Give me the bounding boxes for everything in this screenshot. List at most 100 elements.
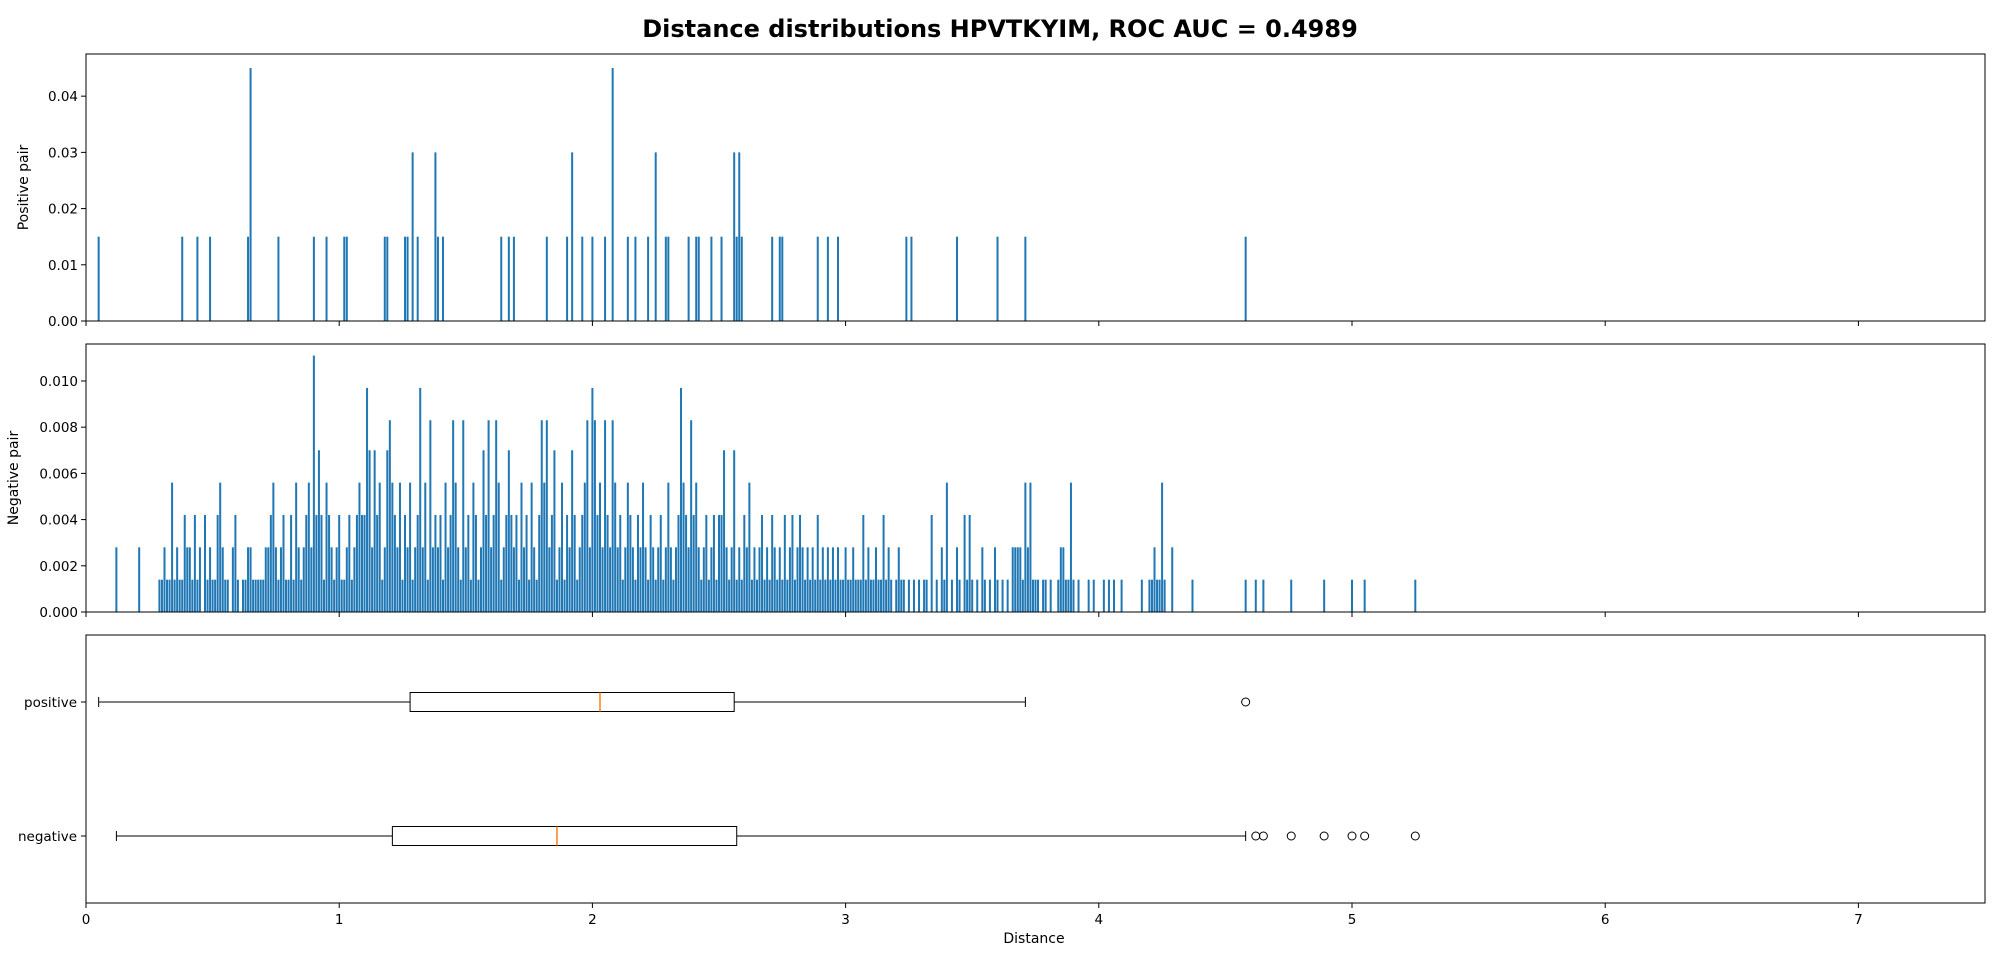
negative-histogram-bar-359 [1290, 579, 1293, 612]
negative-histogram-bar-247 [786, 579, 789, 612]
negative-histogram-bar-143 [523, 547, 526, 612]
positive-histogram-bar-6 [277, 236, 280, 321]
positive-histogram-bar-16 [416, 236, 419, 321]
negative-histogram-bar-281 [872, 579, 875, 612]
negative-histogram-bar-204 [677, 514, 680, 612]
outlier-negative-0 [1251, 831, 1261, 841]
negative-histogram-bar-57 [305, 514, 308, 612]
positive-histogram-bar-43 [738, 152, 741, 321]
positive-histogram-bar-48 [816, 236, 819, 321]
negative-histogram-bar-206 [682, 482, 685, 612]
negative-histogram-bar-341 [1092, 579, 1095, 612]
negative-histogram-bar-62 [317, 450, 320, 612]
positive-histogram-bar-18 [436, 236, 439, 321]
negative-histogram-bar-205 [680, 387, 683, 612]
negative-histogram-bar-319 [1014, 547, 1017, 612]
positive-histogram-bar-33 [654, 152, 657, 321]
negative-histogram-bar-333 [1059, 547, 1062, 612]
negative-histogram-bar-35 [249, 547, 252, 612]
negative-histogram-bar-196 [657, 547, 660, 612]
negative-histogram-bar-23 [214, 579, 217, 612]
negative-histogram-bar-42 [267, 547, 270, 612]
negative-histogram-bar-311 [981, 547, 984, 612]
negative-histogram-bar-26 [221, 547, 224, 612]
negative-histogram-bar-41 [264, 547, 267, 612]
negative-histogram-bar-106 [429, 420, 432, 612]
negative-histogram-bar-119 [462, 420, 465, 612]
negative-histogram-bar-223 [725, 547, 728, 612]
negative-histogram-bar-43 [269, 514, 272, 612]
negative-histogram-bar-183 [624, 547, 627, 612]
negative-histogram-bar-213 [700, 579, 703, 612]
negative-histogram-bar-229 [740, 579, 743, 612]
negative-histogram-bar-118 [459, 579, 462, 612]
negative-histogram-bar-346 [1140, 579, 1143, 612]
negative-histogram-bar-40 [262, 579, 265, 612]
negative-histogram-bar-18 [198, 547, 201, 612]
negative-histogram-bar-327 [1034, 579, 1037, 612]
negative-histogram-bar-320 [1016, 547, 1019, 612]
negative-histogram-bar-212 [697, 547, 700, 612]
negative-histogram-bar-252 [799, 514, 802, 612]
positive-histogram-bar-22 [512, 236, 515, 321]
positive-histogram-bar-42 [735, 236, 738, 321]
outlier-negative-2 [1286, 831, 1296, 841]
negative-histogram-bar-75 [350, 579, 353, 612]
negative-histogram-bar-353 [1163, 579, 1166, 612]
negative-histogram-bar-101 [416, 514, 419, 612]
negative-histogram-bar-130 [490, 547, 493, 612]
negative-histogram-bar-303 [950, 579, 953, 612]
negative-histogram-bar-28 [226, 579, 229, 612]
negative-histogram-bar-68 [333, 579, 336, 612]
negative-histogram-bar-123 [472, 482, 475, 612]
negative-histogram-bar-27 [224, 579, 227, 612]
negative-histogram-bar-158 [561, 482, 564, 612]
negative-histogram-bar-249 [791, 514, 794, 612]
negative-histogram-bar-157 [558, 547, 561, 612]
negative-histogram-bar-293 [907, 579, 910, 612]
negative-histogram-bar-60 [312, 355, 315, 612]
positive-histogram-ylabel: Positive pair [16, 144, 32, 230]
negative-histogram-bar-153 [548, 547, 551, 612]
box-positive [98, 692, 1251, 712]
negative-histogram-bar-273 [852, 547, 855, 612]
negative-histogram-bar-51 [290, 514, 293, 612]
positive-histogram-bar-30 [626, 236, 629, 321]
negative-histogram-bar-215 [705, 514, 708, 612]
negative-histogram-bar-131 [492, 514, 495, 612]
negative-histogram-bar-323 [1024, 482, 1027, 612]
negative-histogram-bar-332 [1057, 579, 1060, 612]
boxplot-panel: positive negative 0 1 2 3 4 5 6 7 [18, 634, 1986, 928]
positive-histogram-bar-53 [956, 236, 959, 321]
negative-histogram-bar-94 [398, 482, 401, 612]
negative-histogram-bar-328 [1037, 579, 1040, 612]
negative-histogram-bar-271 [847, 579, 850, 612]
negative-histogram-ytick-label: 0.002 [39, 559, 78, 575]
outlier-negative-5 [1360, 831, 1370, 841]
negative-histogram-bar-180 [616, 547, 619, 612]
negative-histogram-bar-234 [753, 547, 756, 612]
negative-histogram-bar-321 [1019, 547, 1022, 612]
negative-histogram-bar-113 [447, 547, 450, 612]
positive-histogram-bar-8 [325, 236, 328, 321]
negative-histogram-bar-350 [1156, 579, 1159, 612]
positive-histogram-bar-49 [826, 236, 829, 321]
negative-histogram-bar-214 [702, 547, 705, 612]
negative-histogram-bar-272 [849, 579, 852, 612]
negative-histogram-bar-191 [644, 547, 647, 612]
negative-histogram-bar-329 [1042, 579, 1045, 612]
negative-histogram-bar-226 [733, 450, 736, 612]
positive-histogram-bar-14 [406, 236, 409, 321]
category-label-negative: negative [18, 829, 77, 845]
negative-histogram-bar-322 [1021, 579, 1024, 612]
negative-histogram-bar-64 [323, 579, 326, 612]
negative-histogram-bar-36 [252, 579, 255, 612]
positive-histogram-bar-38 [697, 236, 700, 321]
negative-histogram-bar-46 [277, 579, 280, 612]
negative-histogram-bar-117 [457, 547, 460, 612]
positive-histogram-bar-35 [667, 236, 670, 321]
negative-histogram-bar-38 [257, 579, 260, 612]
negative-histogram-bar-179 [614, 482, 617, 612]
negative-histogram-bar-148 [535, 579, 538, 612]
positive-histogram-bar-31 [634, 236, 637, 321]
